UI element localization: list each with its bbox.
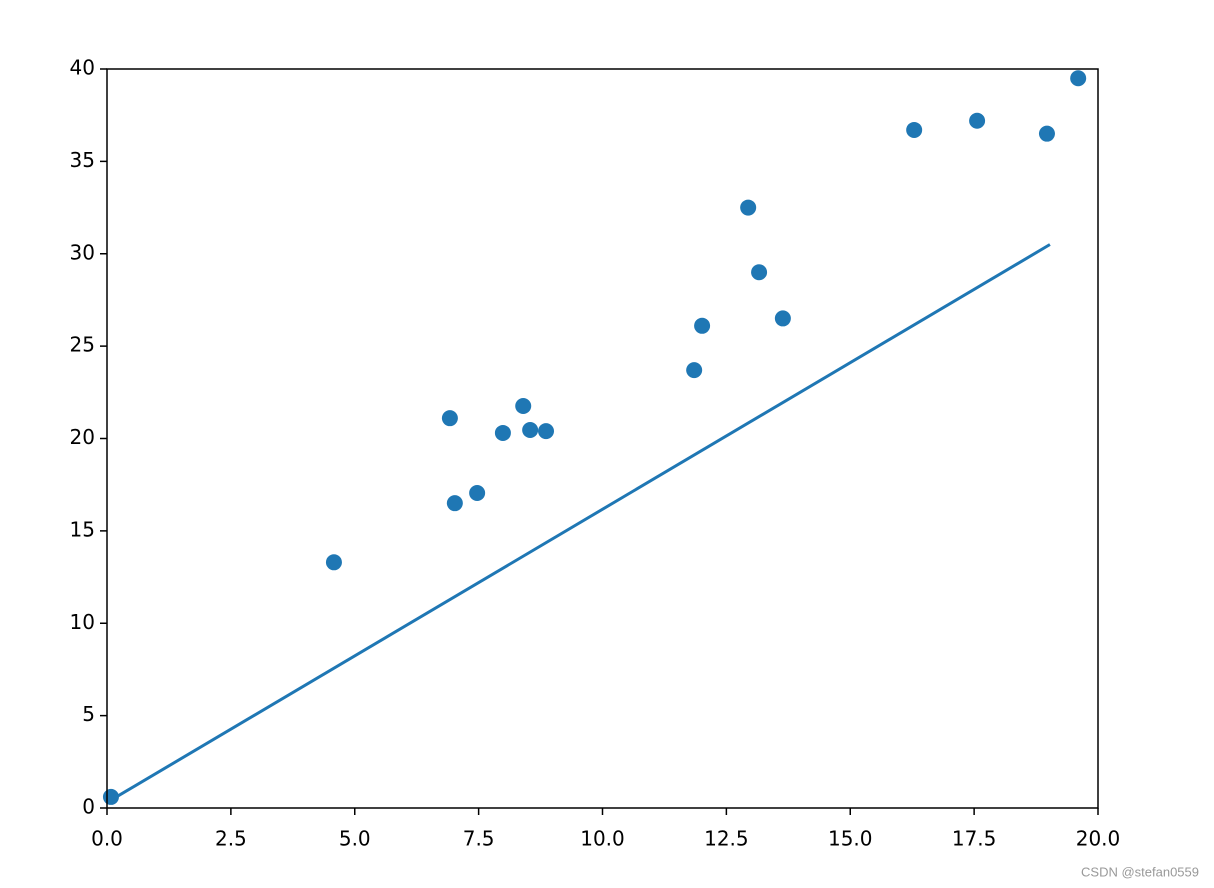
scatter-point <box>751 264 768 281</box>
x-tick-label: 20.0 <box>1076 827 1121 851</box>
y-tick-label: 5 <box>82 702 95 726</box>
x-tick-label: 15.0 <box>828 827 873 851</box>
y-tick-label: 30 <box>70 240 95 264</box>
line <box>106 243 1051 804</box>
scatter-point <box>515 397 532 414</box>
scatter-point <box>1038 125 1055 142</box>
x-tick-label: 5.0 <box>339 827 371 851</box>
y-tick-label: 10 <box>70 610 95 634</box>
scatter-point <box>102 788 119 805</box>
y-tick-label: 40 <box>70 56 95 80</box>
y-tick-label: 25 <box>70 333 95 357</box>
x-tick-label: 10.0 <box>580 827 625 851</box>
scatter-point <box>686 362 703 379</box>
x-tick-label: 7.5 <box>463 827 495 851</box>
scatter-point <box>469 485 486 502</box>
y-tick-label: 20 <box>70 425 95 449</box>
scatter-point <box>538 423 555 440</box>
plot-frame <box>106 68 1099 809</box>
scatter-point <box>774 310 791 327</box>
y-tick-label: 35 <box>70 148 95 172</box>
scatter-point <box>325 554 342 571</box>
scatter-point <box>446 495 463 512</box>
watermark: CSDN @stefan0559 <box>1081 864 1199 879</box>
scatter-point <box>906 121 923 138</box>
scatter-point <box>694 317 711 334</box>
x-tick-label: 17.5 <box>952 827 997 851</box>
scatter-point <box>522 422 539 439</box>
scatter-point <box>740 199 757 216</box>
scatter-point <box>1070 70 1087 87</box>
y-tick-label: 15 <box>70 517 95 541</box>
x-tick-label: 2.5 <box>215 827 247 851</box>
scatter-point <box>969 112 986 129</box>
scatter-point <box>494 424 511 441</box>
scatter-point <box>441 410 458 427</box>
y-tick-label: 0 <box>82 795 95 819</box>
x-tick-label: 12.5 <box>704 827 749 851</box>
x-tick-label: 0.0 <box>91 827 123 851</box>
